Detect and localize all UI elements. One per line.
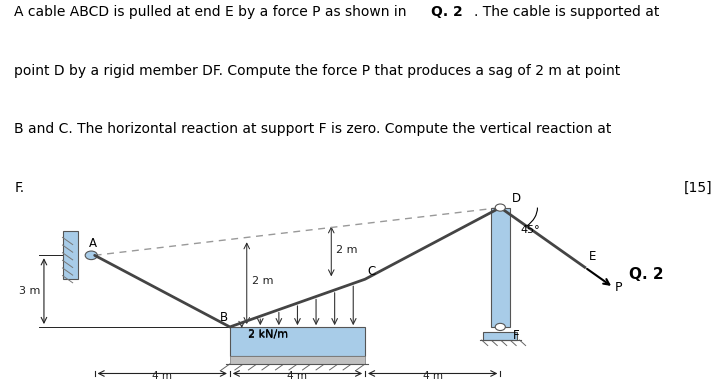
Text: B and C. The horizontal reaction at support F is zero. Compute the vertical reac: B and C. The horizontal reaction at supp… (14, 123, 612, 137)
Text: P: P (615, 281, 623, 294)
Text: 2 m: 2 m (336, 245, 358, 255)
Text: 4 m: 4 m (287, 371, 307, 381)
Bar (63, 231, 78, 279)
Text: [15]: [15] (684, 181, 713, 195)
Text: . The cable is supported at: . The cable is supported at (474, 5, 660, 19)
Text: A: A (89, 237, 97, 250)
Text: 4 m: 4 m (152, 371, 172, 381)
Text: 2 m: 2 m (252, 276, 274, 286)
Bar (230, 356, 365, 364)
Text: point D by a rigid member DF. Compute the force P that produces a sag of 2 m at : point D by a rigid member DF. Compute th… (14, 64, 621, 78)
Text: E: E (589, 250, 596, 263)
Text: 2 kN/m: 2 kN/m (248, 329, 289, 340)
Circle shape (495, 323, 505, 331)
Text: F: F (513, 329, 520, 342)
Text: 3 m: 3 m (19, 286, 40, 296)
Text: Q. 2: Q. 2 (629, 267, 663, 282)
Bar (491, 208, 510, 327)
Text: 45°: 45° (521, 225, 540, 235)
Text: 4 m: 4 m (423, 371, 443, 381)
Text: Q. 2: Q. 2 (431, 5, 463, 19)
Bar (230, 327, 365, 356)
Bar (483, 332, 517, 340)
Circle shape (495, 204, 505, 211)
Text: B: B (220, 311, 228, 324)
Text: F.: F. (14, 181, 24, 195)
Text: D: D (512, 192, 521, 205)
Circle shape (85, 251, 97, 259)
Text: 2 kN/m: 2 kN/m (248, 329, 289, 339)
Text: A cable ABCD is pulled at end E by a force P as shown in: A cable ABCD is pulled at end E by a for… (14, 5, 411, 19)
Text: C: C (368, 265, 376, 278)
